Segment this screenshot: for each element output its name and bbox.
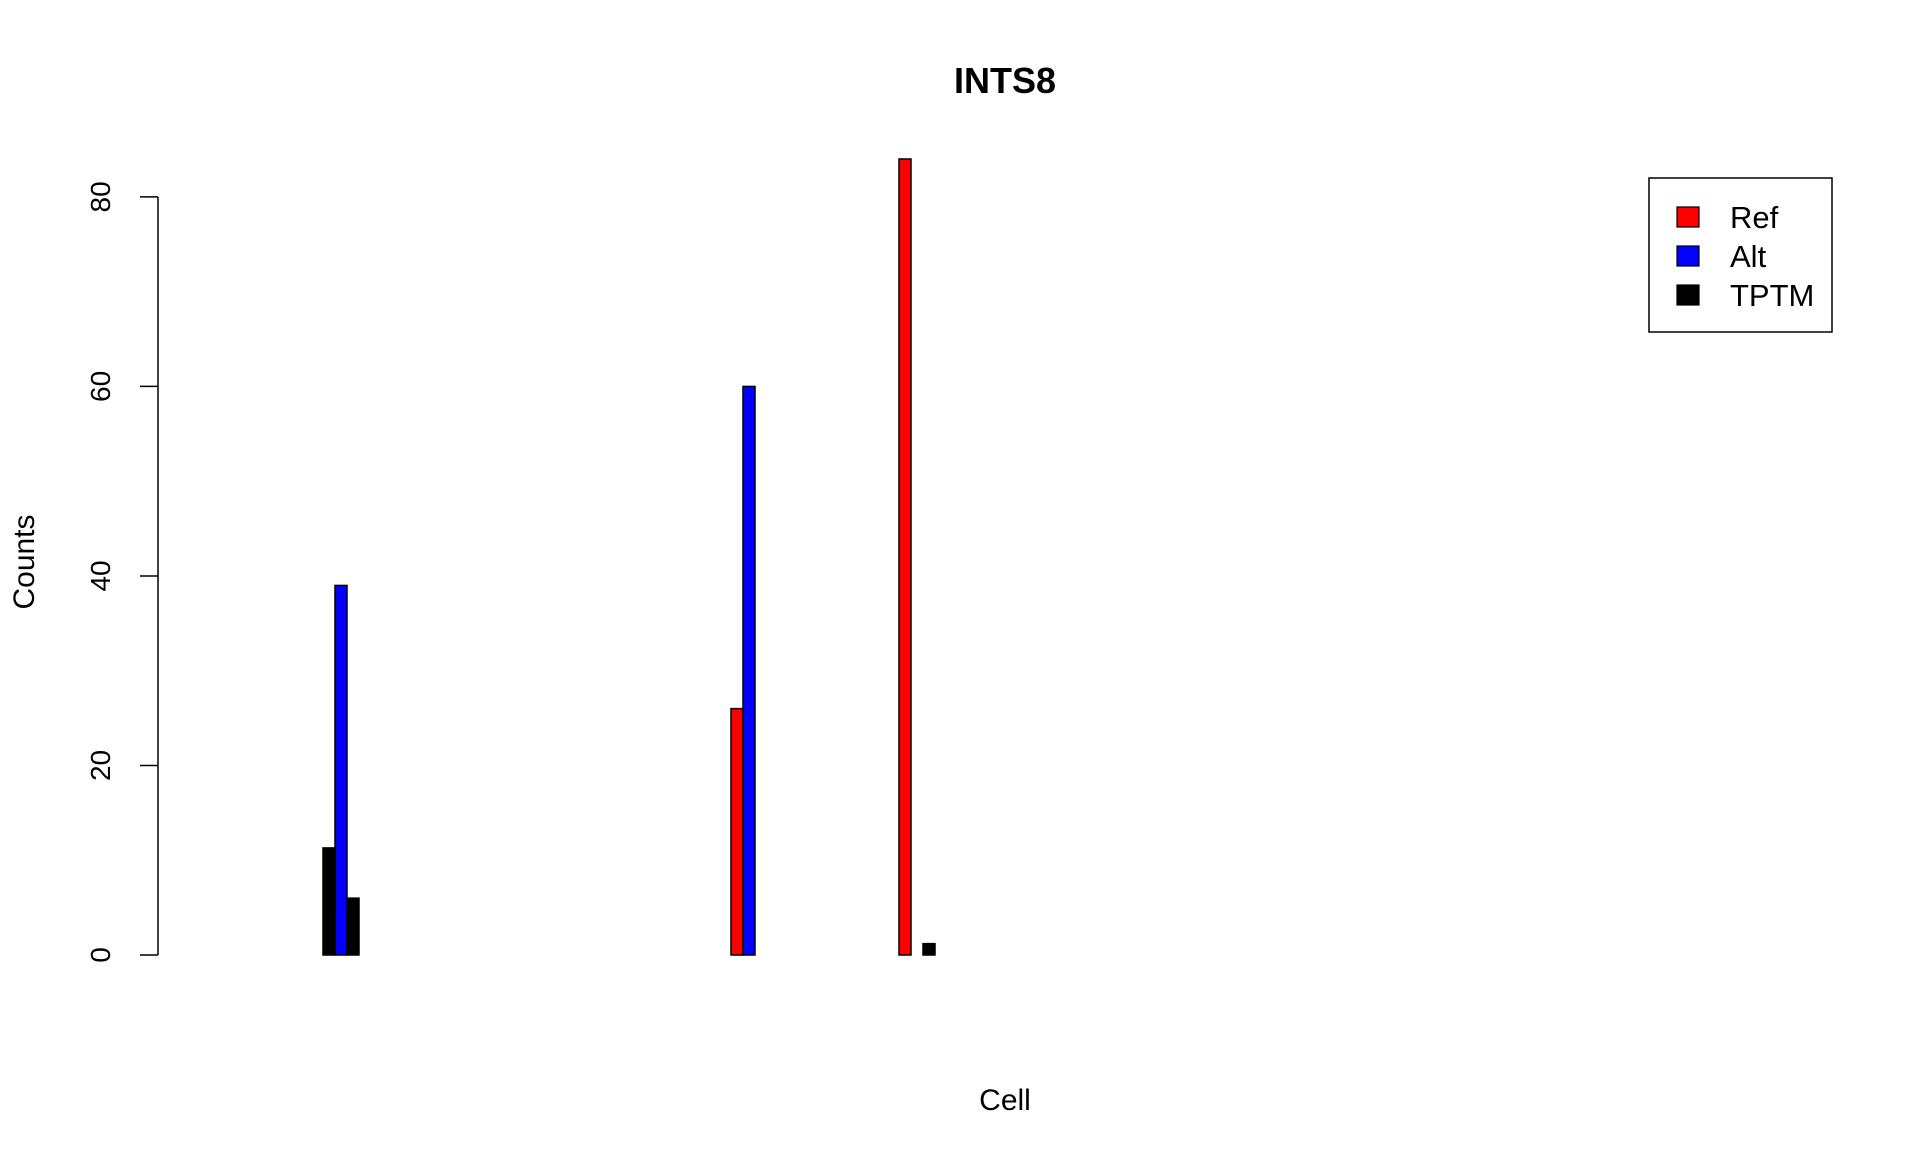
bar-ref (898, 158, 912, 956)
y-tick-label: 60 (85, 371, 116, 402)
y-axis: 0 20 40 60 80 (85, 181, 159, 963)
bar-tptm (922, 942, 936, 956)
legend-label-tptm: TPTM (1730, 278, 1814, 313)
y-tick-label: 20 (85, 750, 116, 781)
bar-tptm (322, 847, 336, 956)
y-tick-label: 40 (85, 560, 116, 591)
legend-label-alt: Alt (1730, 239, 1767, 274)
legend: Ref Alt TPTM (1648, 177, 1833, 333)
legend-swatch-tptm (1676, 284, 1700, 306)
bars (322, 158, 936, 956)
x-axis-label: Cell (979, 1084, 1031, 1117)
bar-tptm (346, 897, 360, 956)
legend-label-ref: Ref (1730, 200, 1779, 235)
bar-alt (334, 584, 348, 956)
legend-swatch-ref (1676, 206, 1700, 228)
legend-swatch-alt (1676, 245, 1700, 267)
bar-alt (742, 385, 756, 956)
y-tick-label: 80 (85, 181, 116, 212)
bar-ref (730, 707, 744, 956)
y-tick-label: 0 (85, 947, 116, 963)
chart-title: INTS8 (954, 60, 1056, 101)
y-axis-label: Counts (8, 514, 41, 609)
